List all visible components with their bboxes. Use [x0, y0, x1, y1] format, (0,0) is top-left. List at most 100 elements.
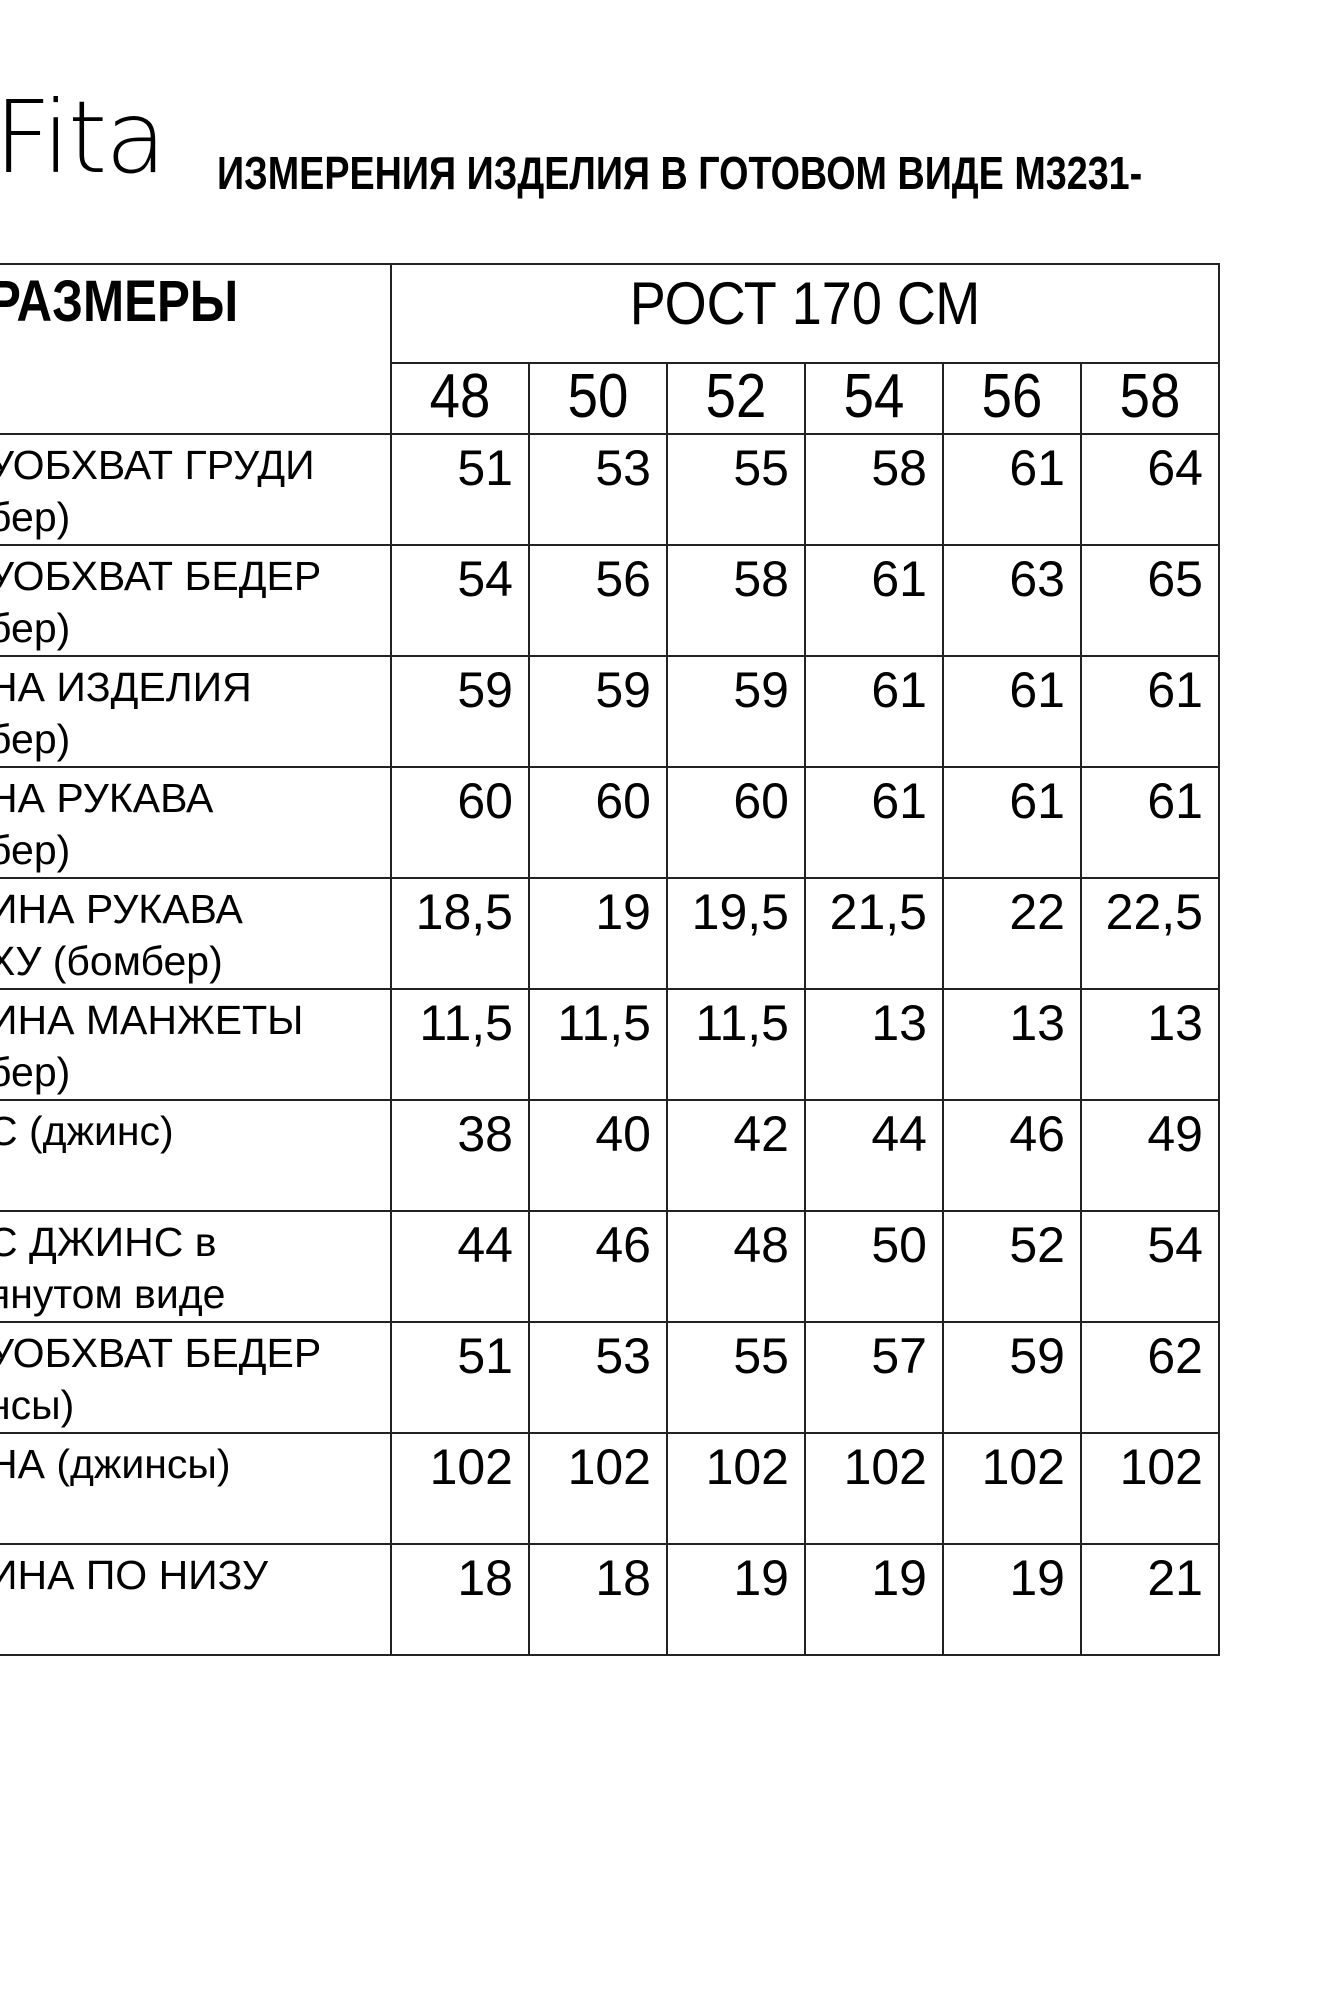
size-label: 58	[1119, 362, 1181, 431]
measurement-value: 55	[733, 1328, 789, 1384]
value-cell: 42	[666, 1099, 806, 1212]
measurement-label-line: бер)	[0, 605, 71, 651]
measurement-value: 19	[1009, 1550, 1065, 1606]
measurement-label-line: УОБХВАТ БЕДЕР	[0, 553, 322, 599]
value-cell: 53	[528, 1321, 668, 1434]
measurement-label-cell: НА ИЗДЕЛИЯ бер)	[0, 655, 392, 768]
measurement-label-line: ИНА РУКАВА	[0, 886, 243, 932]
value-cell: 11,5	[528, 988, 668, 1101]
measurement-value: 48	[733, 1217, 789, 1273]
value-cell: 63	[942, 544, 1082, 657]
value-cell: 56	[528, 544, 668, 657]
sizes-row: 48 50 52 54 56 58	[0, 362, 1220, 435]
measurement-value: 13	[871, 995, 927, 1051]
measurement-value: 56	[595, 551, 651, 607]
measurement-value: 52	[1009, 1217, 1065, 1273]
height-label: РОСТ 170 СМ	[629, 270, 981, 337]
measurement-value: 102	[843, 1439, 927, 1495]
value-cell: 52	[942, 1210, 1082, 1323]
measurement-value: 46	[1009, 1106, 1065, 1162]
value-cell: 58	[666, 544, 806, 657]
size-header-cell: 58	[1080, 362, 1220, 435]
measurement-value: 58	[871, 440, 927, 496]
measurement-value: 60	[733, 773, 789, 829]
value-cell: 19	[528, 877, 668, 990]
value-cell: 102	[804, 1432, 944, 1545]
value-cell: 11,5	[390, 988, 530, 1101]
value-cell: 55	[666, 433, 806, 546]
measurement-value: 51	[457, 1328, 513, 1384]
brand-logo: Fita	[0, 79, 167, 196]
measurement-value: 57	[871, 1328, 927, 1384]
measurement-value: 22,5	[1105, 884, 1203, 940]
value-cell: 58	[804, 433, 944, 546]
size-chart-table: РАЗМЕРЫ РОСТ 170 СМ 48 50 52 54 56 58 УОБХВАТ…	[0, 263, 1220, 1656]
table-row: НА РУКАВА бер) 60 60 60 61 61 61	[0, 766, 1220, 879]
measurement-label-line: бер)	[0, 494, 71, 540]
value-cell: 38	[390, 1099, 530, 1212]
value-cell: 55	[666, 1321, 806, 1434]
value-cell: 60	[666, 766, 806, 879]
measurement-value: 42	[733, 1106, 789, 1162]
header-sizes-cell: РАЗМЕРЫ	[0, 263, 392, 435]
measurement-label-line: янутом виде	[0, 1271, 226, 1317]
measurement-label-line: С ДЖИНС в	[0, 1219, 217, 1265]
value-cell: 62	[1080, 1321, 1220, 1434]
measurement-label-line: ХУ (бомбер)	[0, 938, 223, 984]
table-row: ИНА РУКАВА ХУ (бомбер) 18,5 19 19,5 21,5 22 22,…	[0, 877, 1220, 990]
value-cell: 102	[1080, 1432, 1220, 1545]
measurement-label-line: бер)	[0, 716, 71, 762]
value-cell: 61	[1080, 655, 1220, 768]
measurement-value: 60	[595, 773, 651, 829]
value-cell: 102	[528, 1432, 668, 1545]
measurement-value: 53	[595, 1328, 651, 1384]
measurement-value: 102	[567, 1439, 651, 1495]
size-header-cell: 48	[390, 362, 530, 435]
measurement-label-line: НА ИЗДЕЛИЯ	[0, 664, 252, 710]
value-cell: 19,5	[666, 877, 806, 990]
value-cell: 49	[1080, 1099, 1220, 1212]
value-cell: 19	[666, 1543, 806, 1656]
value-cell: 65	[1080, 544, 1220, 657]
measurement-label-line: ИНА МАНЖЕТЫ	[0, 997, 304, 1043]
size-header-cell: 52	[666, 362, 806, 435]
measurement-value: 59	[595, 662, 651, 718]
page-title: ИЗМЕРЕНИЯ ИЗДЕЛИЯ В ГОТОВОМ ВИДЕ М3231-	[217, 147, 1143, 199]
table-row: НА (джинсы) 102 102 102 102 102 102	[0, 1432, 1220, 1545]
value-cell: 21,5	[804, 877, 944, 990]
measurement-value: 50	[871, 1217, 927, 1273]
measurement-value: 54	[1147, 1217, 1203, 1273]
measurement-value: 102	[981, 1439, 1065, 1495]
measurement-value: 59	[457, 662, 513, 718]
measurement-value: 18,5	[415, 884, 513, 940]
measurement-value: 13	[1147, 995, 1203, 1051]
value-cell: 19	[804, 1543, 944, 1656]
measurement-label-line: НА РУКАВА	[0, 775, 214, 821]
measurement-value: 58	[733, 551, 789, 607]
value-cell: 61	[804, 655, 944, 768]
measurement-label-line: УОБХВАТ БЕДЕР	[0, 1330, 322, 1376]
measurement-value: 55	[733, 440, 789, 496]
value-cell: 18,5	[390, 877, 530, 990]
value-cell: 61	[942, 433, 1082, 546]
value-cell: 22	[942, 877, 1082, 990]
measurement-label-cell: ИНА МАНЖЕТЫ бер)	[0, 988, 392, 1101]
measurement-label-cell: УОБХВАТ ГРУДИ бер)	[0, 433, 392, 546]
size-header-cell: 56	[942, 362, 1082, 435]
value-cell: 53	[528, 433, 668, 546]
value-cell: 48	[666, 1210, 806, 1323]
measurement-label-cell: С (джинс)	[0, 1099, 392, 1212]
measurement-value: 49	[1147, 1106, 1203, 1162]
value-cell: 40	[528, 1099, 668, 1212]
measurement-value: 61	[871, 773, 927, 829]
value-cell: 18	[390, 1543, 530, 1656]
measurement-value: 53	[595, 440, 651, 496]
measurement-value: 19	[733, 1550, 789, 1606]
measurement-label-line: С (джинс)	[0, 1108, 174, 1154]
measurement-value: 61	[1009, 662, 1065, 718]
size-header-cell: 54	[804, 362, 944, 435]
measurement-value: 13	[1009, 995, 1065, 1051]
measurement-value: 61	[1147, 662, 1203, 718]
measurement-label-line	[0, 1490, 390, 1542]
measurement-value: 61	[871, 551, 927, 607]
